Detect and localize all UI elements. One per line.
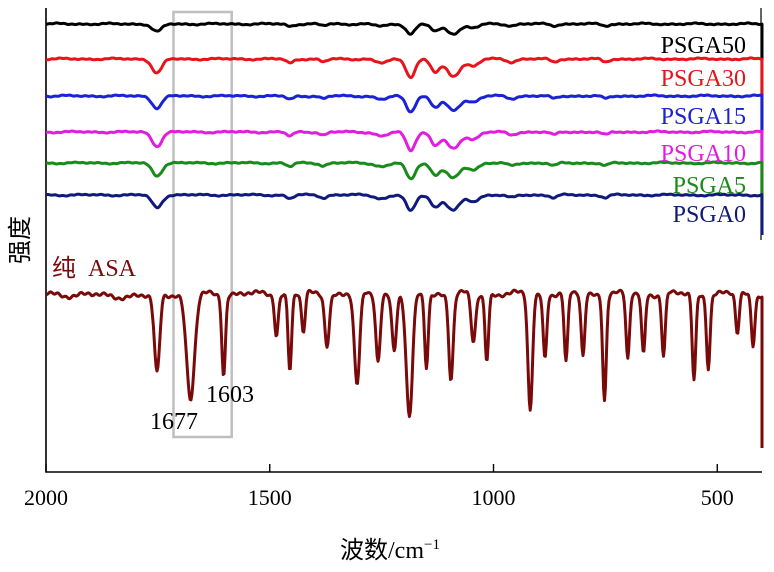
legend-label-psga5: PSGA5: [673, 173, 746, 199]
pure-asa-label: 纯 ASA: [52, 255, 137, 282]
series-line-psga15: [45, 93, 764, 136]
series-line-psga50: [45, 21, 764, 64]
legend-label-psga50: PSGA50: [661, 33, 746, 59]
series-line-纯-asa: [45, 288, 764, 448]
legend-label-psga10: PSGA10: [661, 141, 746, 167]
annotation-1603: 1603: [206, 382, 254, 408]
annotation-1677: 1677: [150, 409, 198, 435]
plot-axes: [45, 8, 762, 473]
series-labels: PSGA50 PSGA30 PSGA15 PSGA10 PSGA5 PSGA0: [661, 33, 746, 228]
x-axis-ticks: 2000 1500 1000 500: [24, 464, 734, 510]
x-tick-label-500: 500: [701, 485, 734, 510]
x-tick-label-2000: 2000: [24, 485, 68, 510]
series-line-psga10: [45, 129, 764, 172]
legend-label-psga0: PSGA0: [673, 202, 746, 228]
x-axis-title-superscript: −1: [424, 537, 440, 553]
x-tick-label-1000: 1000: [472, 485, 516, 510]
series-line-psga30: [45, 56, 764, 99]
x-tick-label-1500: 1500: [248, 485, 292, 510]
series-line-psga0: [45, 192, 764, 235]
x-axis-title: 波数/cm−1: [340, 537, 440, 564]
legend-label-psga15: PSGA15: [661, 104, 746, 130]
spectra-series: [45, 21, 764, 448]
highlight-box: [172, 10, 233, 439]
y-axis-title: 强度: [7, 216, 34, 264]
series-line-psga5: [45, 160, 764, 203]
legend-label-psga30: PSGA30: [661, 66, 746, 92]
